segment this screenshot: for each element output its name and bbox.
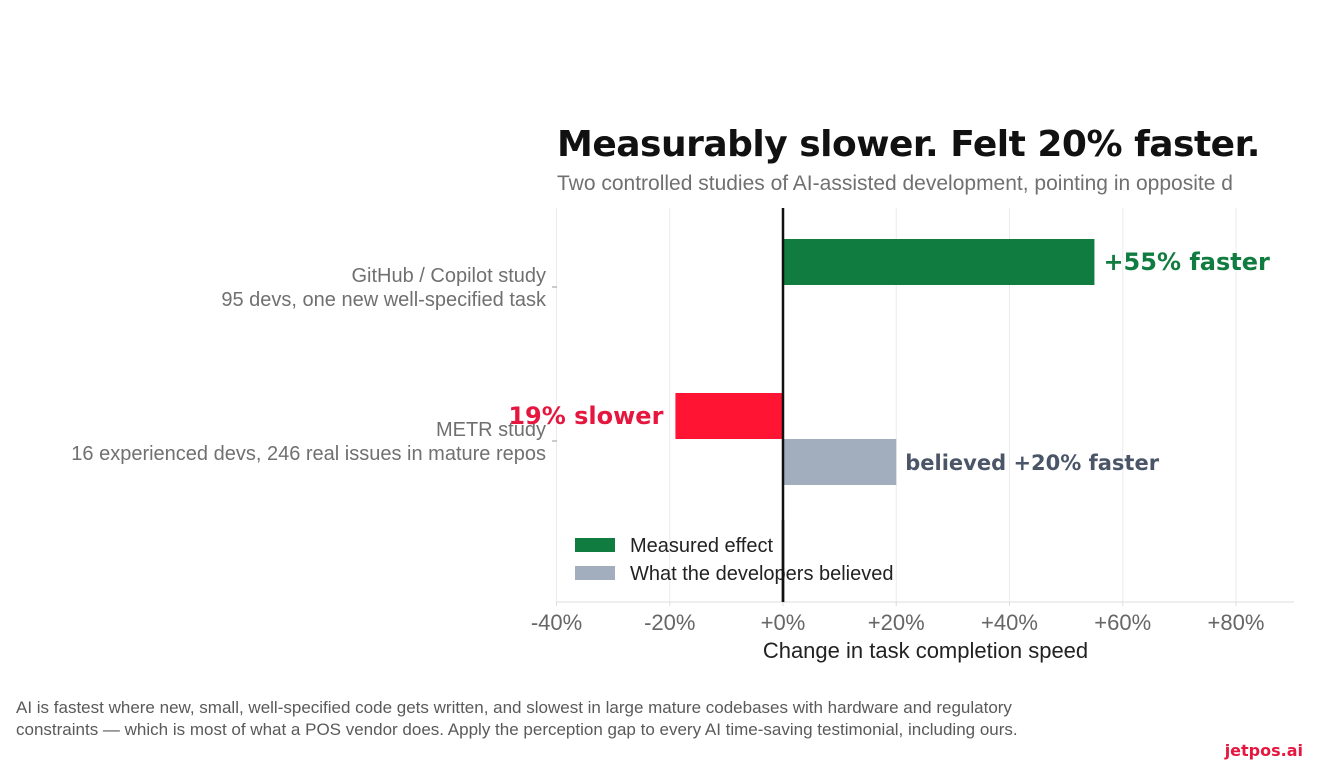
category-label-detail: 95 devs, one new well-specified task <box>221 289 547 311</box>
bar-believed <box>783 439 897 485</box>
x-tick-label: +40% <box>981 610 1038 635</box>
bar-value-label: 19% slower <box>508 402 663 430</box>
category-label-detail: 16 experienced devs, 246 real issues in … <box>71 443 546 465</box>
legend-swatch <box>575 538 615 552</box>
x-tick-label: +0% <box>761 610 806 635</box>
x-tick-label: -20% <box>644 610 695 635</box>
bar-measured <box>783 239 1095 285</box>
x-axis-label: Change in task completion speed <box>763 638 1088 663</box>
chart-title: Measurably slower. Felt 20% faster. <box>557 124 1260 165</box>
x-tick-label: -40% <box>531 610 582 635</box>
legend-swatch <box>575 566 615 580</box>
bar-chart: -40% -20% +0% +20% +40% +60% +80% Change in tas… <box>71 208 1294 663</box>
x-tick-label: +20% <box>868 610 925 635</box>
bar-measured <box>675 393 783 439</box>
x-tick-label: +80% <box>1208 610 1265 635</box>
brand-logo-text: jetpos.ai <box>1224 741 1303 760</box>
category-label-title: METR study <box>436 419 546 441</box>
bar-value-label: believed +20% faster <box>905 451 1159 475</box>
footer-caption: AI is fastest where new, small, well-spe… <box>16 698 1018 739</box>
bar-value-label: +55% faster <box>1103 248 1270 276</box>
legend-label: Measured effect <box>630 535 773 557</box>
x-tick-label: +60% <box>1094 610 1151 635</box>
legend-label: What the developers believed <box>630 563 894 585</box>
chart-subtitle: Two controlled studies of AI-assisted de… <box>557 172 1233 195</box>
category-label-title: GitHub / Copilot study <box>351 265 546 287</box>
